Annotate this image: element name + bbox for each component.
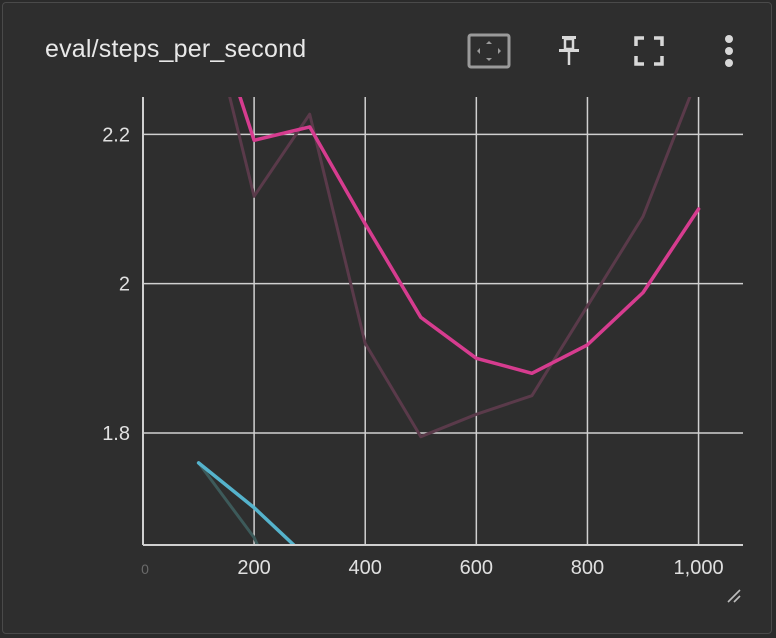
resize-handle[interactable] bbox=[725, 587, 741, 603]
card-title: eval/steps_per_second bbox=[45, 35, 307, 63]
x-tick-label: 0 bbox=[141, 561, 149, 577]
x-tick-label: 1,000 bbox=[674, 557, 724, 579]
fullscreen-button[interactable] bbox=[627, 33, 671, 69]
resize-icon bbox=[727, 589, 741, 603]
series-line-3[interactable] bbox=[196, 461, 310, 560]
y-tick-label: 2.2 bbox=[102, 124, 130, 146]
pin-icon bbox=[559, 36, 579, 65]
x-tick-label: 400 bbox=[349, 557, 382, 579]
series-line-0[interactable] bbox=[199, 0, 699, 439]
series-line-2[interactable] bbox=[197, 461, 310, 638]
x-tick-label: 600 bbox=[460, 557, 493, 579]
x-tick-label: 200 bbox=[237, 557, 270, 579]
more-options-button[interactable] bbox=[707, 33, 751, 69]
pin-button[interactable] bbox=[547, 33, 591, 69]
series-line-1[interactable] bbox=[199, 0, 701, 376]
x-tick-label: 800 bbox=[571, 557, 604, 579]
more-vert-icon bbox=[725, 35, 733, 67]
fit-domain-button[interactable] bbox=[467, 33, 511, 69]
y-tick-label: 1.8 bbox=[102, 423, 130, 445]
fit-domain-icon bbox=[467, 33, 511, 69]
y-tick-label: 2 bbox=[119, 274, 130, 296]
fullscreen-icon bbox=[634, 36, 664, 66]
